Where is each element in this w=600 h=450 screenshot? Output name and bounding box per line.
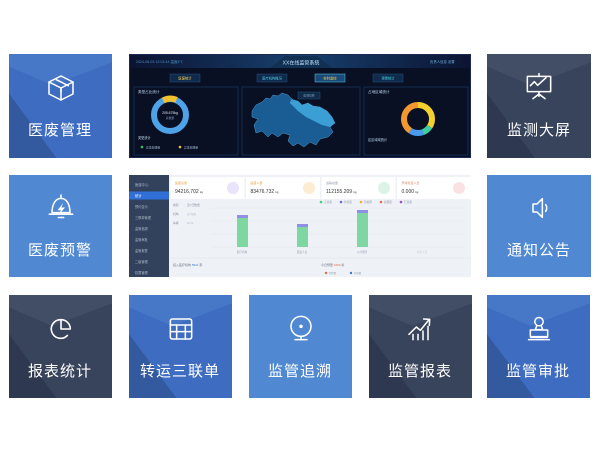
svg-text:医废统计: 医废统计 xyxy=(178,76,192,81)
svg-text:94216.702 kg: 94216.702 kg xyxy=(175,189,203,195)
svg-text:二级管理: 二级管理 xyxy=(135,259,149,264)
svg-text:三联单管理: 三联单管理 xyxy=(135,215,152,220)
svg-text:异常处理量: 异常处理量 xyxy=(184,145,198,149)
svg-text:公共场所: 公共场所 xyxy=(357,250,368,254)
svg-text:区域切换: 区域切换 xyxy=(303,94,314,98)
svg-text:205.675kg: 205.675kg xyxy=(162,111,178,115)
svg-text:区区域域统计: 区区域域统计 xyxy=(368,137,388,142)
svg-text:总数量: 总数量 xyxy=(166,116,175,120)
svg-text:医废中心: 医废中心 xyxy=(135,182,149,187)
svg-text:实时监控: 实时监控 xyxy=(323,76,337,81)
svg-text:异常量: 异常量 xyxy=(344,200,352,204)
svg-text:XX在线监管系统: XX在线监管系统 xyxy=(283,60,320,67)
svg-text:类别: 类别 xyxy=(173,203,179,207)
svg-text:车辆: 车辆 xyxy=(173,221,179,225)
svg-text:60.00: 60.00 xyxy=(187,222,194,225)
svg-text:预约告示: 预约告示 xyxy=(135,204,148,209)
svg-text:医疗机构: 医疗机构 xyxy=(237,250,248,254)
svg-text:权限管理: 权限管理 xyxy=(135,270,149,275)
svg-text:类型统计: 类型统计 xyxy=(138,135,152,140)
svg-text:处理量: 处理量 xyxy=(354,271,362,275)
svg-text:监管审批: 监管审批 xyxy=(135,237,149,242)
svg-text:接入医疗机构 5521 家: 接入医疗机构 5521 家 xyxy=(173,262,202,267)
svg-text:占地区域统计: 占地区域统计 xyxy=(368,89,390,94)
svg-text:负责人信息 设置: 负责人信息 设置 xyxy=(430,59,455,64)
svg-text:异常处置人员: 异常处置人员 xyxy=(402,180,420,185)
svg-text:2024-06-03 12:03:44 温度4℃: 2024-06-03 12:03:44 温度4℃ xyxy=(136,59,184,64)
svg-text:近7日数: 近7日数 xyxy=(187,212,196,216)
svg-text:监管追溯: 监管追溯 xyxy=(135,226,148,231)
svg-text:预警统计: 预警统计 xyxy=(381,76,395,81)
svg-text:社区人员: 社区人员 xyxy=(417,250,428,254)
svg-text:医废总量: 医废总量 xyxy=(175,180,187,185)
svg-text:近7日数量: 近7日数量 xyxy=(187,203,200,207)
svg-text:医废人量: 医废人量 xyxy=(251,180,263,185)
svg-text:医废人员: 医废人员 xyxy=(297,250,308,254)
svg-text:正常处理量: 正常处理量 xyxy=(146,145,160,149)
svg-text:超期量: 超期量 xyxy=(384,200,392,204)
svg-text:正常量: 正常量 xyxy=(324,200,332,204)
svg-text:83476.732 kg: 83476.732 kg xyxy=(251,189,279,195)
svg-text:运输总量: 运输总量 xyxy=(326,180,338,185)
svg-text:机构: 机构 xyxy=(173,212,179,216)
svg-text:今日预警 1600 条: 今日预警 1600 条 xyxy=(321,262,344,267)
svg-text:预警量: 预警量 xyxy=(329,271,337,275)
svg-text:医疗机构概况: 医疗机构概况 xyxy=(262,76,282,81)
svg-text:待处理: 待处理 xyxy=(364,200,372,204)
svg-text:112155.209 kg: 112155.209 kg xyxy=(326,189,357,195)
svg-text:统计: 统计 xyxy=(135,193,142,198)
svg-text:类型占比统计: 类型占比统计 xyxy=(138,89,160,94)
svg-text:汇总量: 汇总量 xyxy=(404,200,412,204)
svg-text:监管报表: 监管报表 xyxy=(135,248,149,253)
